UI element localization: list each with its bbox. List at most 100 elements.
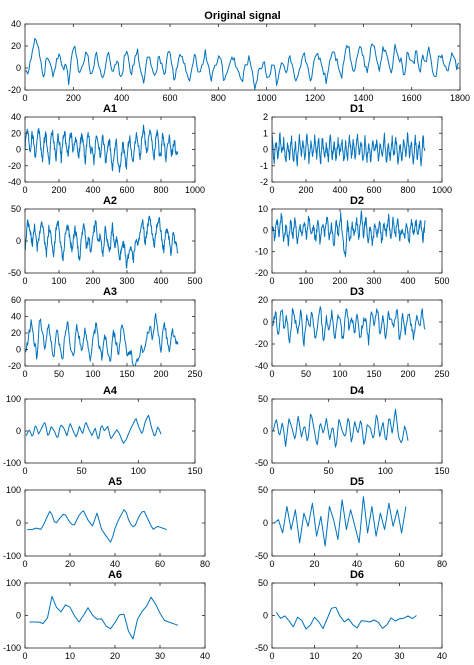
axes-frame bbox=[24, 299, 196, 367]
x-tick-label: 20 bbox=[309, 559, 319, 569]
x-tick-label: 200 bbox=[66, 93, 81, 103]
y-tick-label: -40 bbox=[255, 361, 268, 371]
x-tick-label: 60 bbox=[394, 559, 404, 569]
panel-title: A3 bbox=[103, 286, 117, 298]
y-tick-label: -100 bbox=[3, 643, 21, 653]
series-line bbox=[25, 124, 179, 173]
x-tick-label: 40 bbox=[352, 559, 362, 569]
axes-frame bbox=[24, 23, 461, 91]
y-tick-label: -2 bbox=[260, 177, 268, 187]
x-tick-label: 0 bbox=[269, 651, 274, 661]
y-tick-label: 2 bbox=[263, 112, 268, 122]
y-tick-label: 10 bbox=[258, 204, 268, 214]
y-tick-label: 0 bbox=[16, 611, 21, 621]
x-tick-label: 1600 bbox=[402, 93, 422, 103]
x-tick-label: 400 bbox=[114, 93, 129, 103]
x-tick-label: 0 bbox=[269, 276, 274, 286]
y-tick-label: -20 bbox=[8, 361, 21, 371]
x-tick-label: 150 bbox=[434, 466, 449, 476]
panel-d1: D1 0 200 400 600 800 1000 -2 -1 0 1 2 bbox=[260, 103, 452, 195]
x-tick-label: 100 bbox=[131, 466, 146, 476]
x-tick-label: 80 bbox=[437, 559, 447, 569]
y-tick-label: -50 bbox=[8, 268, 21, 278]
x-tick-label: 80 bbox=[200, 559, 210, 569]
y-tick-label: 1 bbox=[263, 128, 268, 138]
x-tick-label: 600 bbox=[162, 93, 177, 103]
x-tick-label: 100 bbox=[332, 369, 347, 379]
series-line bbox=[25, 414, 162, 444]
y-tick-label: 0 bbox=[263, 145, 268, 155]
panel-title: D1 bbox=[350, 103, 364, 115]
x-tick-label: 500 bbox=[434, 276, 449, 286]
panel-title: A6 bbox=[108, 569, 122, 581]
series-line bbox=[27, 509, 167, 543]
y-tick-label: 60 bbox=[11, 295, 21, 305]
series-line bbox=[275, 606, 417, 630]
axes-frame bbox=[24, 489, 206, 557]
x-tick-label: 50 bbox=[77, 466, 87, 476]
series-line bbox=[272, 132, 426, 167]
series-line bbox=[272, 306, 426, 347]
x-tick-label: 50 bbox=[324, 466, 334, 476]
x-tick-label: 150 bbox=[119, 369, 134, 379]
panel-title: Original signal bbox=[204, 10, 280, 22]
y-tick-label: 20 bbox=[258, 295, 268, 305]
panel-title: D5 bbox=[350, 476, 364, 488]
x-tick-label: 0 bbox=[269, 369, 274, 379]
y-tick-label: 100 bbox=[6, 485, 21, 495]
y-tick-label: 20 bbox=[11, 128, 21, 138]
series-line bbox=[29, 595, 179, 640]
x-tick-label: 0 bbox=[22, 185, 27, 195]
series-line bbox=[272, 210, 426, 258]
y-tick-label: 40 bbox=[11, 112, 21, 122]
x-tick-label: 1400 bbox=[353, 93, 373, 103]
series-line bbox=[25, 215, 179, 269]
panel-title: A2 bbox=[103, 195, 117, 207]
x-tick-label: 800 bbox=[153, 185, 168, 195]
series-line bbox=[272, 408, 409, 448]
x-tick-label: 0 bbox=[269, 185, 274, 195]
x-tick-label: 200 bbox=[298, 185, 313, 195]
x-tick-label: 100 bbox=[298, 276, 313, 286]
y-tick-label: 40 bbox=[11, 312, 21, 322]
x-tick-label: 200 bbox=[332, 276, 347, 286]
panel-a1: A1 0 200 400 600 800 1000 -40 -20 0 20 40 bbox=[8, 103, 205, 195]
x-tick-label: 150 bbox=[187, 466, 202, 476]
x-tick-label: 300 bbox=[119, 276, 134, 286]
y-tick-label: 40 bbox=[11, 19, 21, 29]
x-tick-label: 250 bbox=[434, 369, 449, 379]
y-tick-label: -20 bbox=[255, 268, 268, 278]
x-tick-label: 200 bbox=[51, 185, 66, 195]
series-line bbox=[25, 313, 179, 366]
x-tick-label: 300 bbox=[366, 276, 381, 286]
x-tick-label: 200 bbox=[153, 369, 168, 379]
panel-title: A4 bbox=[103, 385, 118, 397]
y-tick-label: 50 bbox=[11, 204, 21, 214]
x-tick-label: 1200 bbox=[305, 93, 325, 103]
panel-title: D4 bbox=[350, 385, 365, 397]
y-tick-label: -10 bbox=[255, 247, 268, 257]
y-tick-label: 0 bbox=[16, 426, 21, 436]
x-tick-label: 50 bbox=[54, 369, 64, 379]
panel-d3: D3 0 50 100 150 200 250 -40 -20 0 20 bbox=[255, 286, 450, 379]
x-tick-label: 50 bbox=[301, 369, 311, 379]
x-tick-label: 40 bbox=[110, 559, 120, 569]
y-tick-label: -50 bbox=[255, 551, 268, 561]
x-tick-label: 30 bbox=[394, 651, 404, 661]
x-tick-label: 200 bbox=[400, 369, 415, 379]
y-tick-label: 0 bbox=[16, 63, 21, 73]
y-tick-label: 100 bbox=[6, 578, 21, 588]
x-tick-label: 100 bbox=[378, 466, 393, 476]
x-tick-label: 40 bbox=[437, 651, 447, 661]
x-tick-label: 30 bbox=[155, 651, 165, 661]
y-tick-label: -50 bbox=[255, 643, 268, 653]
y-tick-label: -20 bbox=[8, 85, 21, 95]
